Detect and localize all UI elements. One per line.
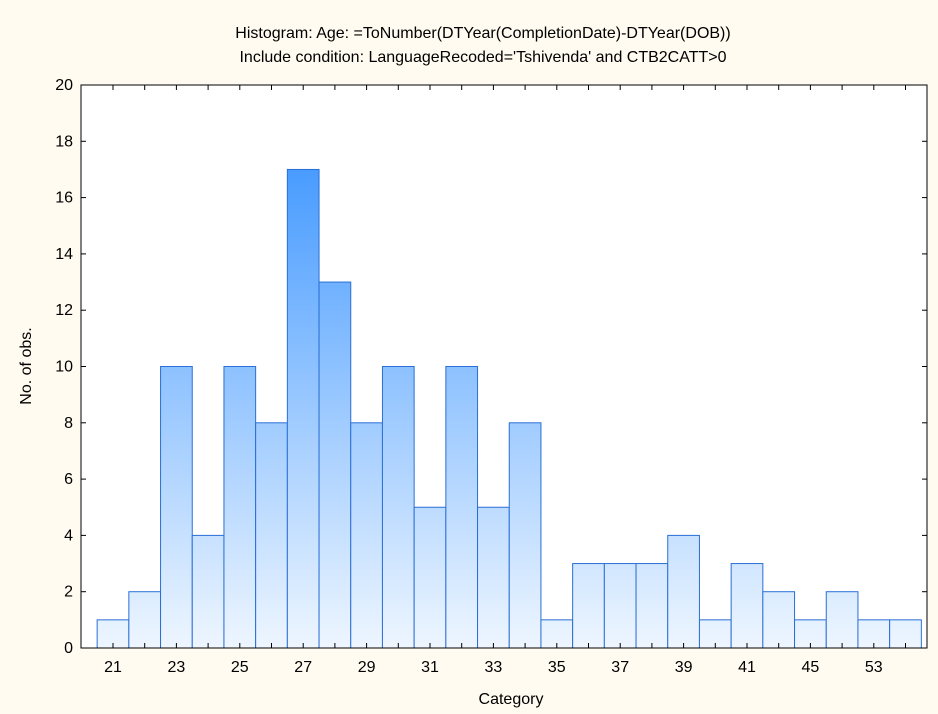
y-tick-label: 14 (55, 246, 73, 263)
y-axis: 0 2 4 6 8 10 12 14 16 18 20 (55, 77, 927, 657)
bar-37 (603, 563, 637, 649)
chart-subtitle: Include condition: LanguageRecoded='Tshi… (239, 49, 726, 66)
bar-28 (318, 281, 352, 649)
y-tick-label: 6 (64, 471, 73, 488)
y-tick-label: 16 (55, 190, 73, 207)
x-axis-label: Category (479, 691, 544, 708)
bar-42 (762, 591, 796, 649)
y-tick-label: 10 (55, 359, 73, 376)
bar-24 (191, 534, 225, 649)
x-tick-label: 41 (738, 659, 756, 676)
x-tick-label: 23 (168, 659, 186, 676)
bar-26 (255, 422, 288, 649)
y-tick-label: 4 (64, 527, 73, 544)
chart-title: Histogram: Age: =ToNumber(DTYear(Complet… (235, 25, 730, 42)
y-tick-label: 2 (64, 584, 73, 601)
x-tick-label: 21 (104, 659, 122, 676)
x-tick-label: 35 (548, 659, 566, 676)
plot-frame (80, 84, 928, 649)
bar-41 (730, 563, 764, 649)
bar-27 (286, 168, 320, 649)
bar-32 (445, 366, 479, 649)
bar-46 (825, 591, 859, 649)
bar-33 (477, 506, 510, 649)
bar-25 (223, 366, 257, 649)
bar-22 (128, 591, 162, 649)
bar-29 (350, 422, 383, 649)
x-tick-label: 25 (231, 659, 249, 676)
bar-39 (667, 534, 700, 649)
y-tick-label: 8 (64, 415, 73, 432)
y-tick-label: 18 (55, 133, 73, 150)
y-axis-label: No. of obs. (18, 327, 35, 404)
bars-group (96, 168, 922, 649)
bar-31 (413, 506, 447, 649)
x-tick-label: 29 (358, 659, 376, 676)
x-tick-label: 45 (802, 659, 820, 676)
x-tick-label: 33 (485, 659, 503, 676)
bar-36 (572, 563, 605, 649)
bar-38 (635, 563, 669, 649)
x-tick-label: 31 (421, 659, 439, 676)
x-tick-label: 37 (611, 659, 629, 676)
x-tick-label: 39 (675, 659, 693, 676)
y-tick-label: 0 (64, 640, 73, 657)
x-tick-label: 27 (294, 659, 312, 676)
x-axis: 21 23 25 27 29 31 33 35 37 39 41 45 53 (104, 85, 906, 676)
bar-34 (508, 422, 542, 649)
x-tick-label: 53 (865, 659, 883, 676)
bar-30 (381, 366, 415, 649)
y-tick-label: 12 (55, 302, 73, 319)
bar-23 (160, 366, 193, 649)
y-tick-label: 20 (55, 77, 73, 94)
